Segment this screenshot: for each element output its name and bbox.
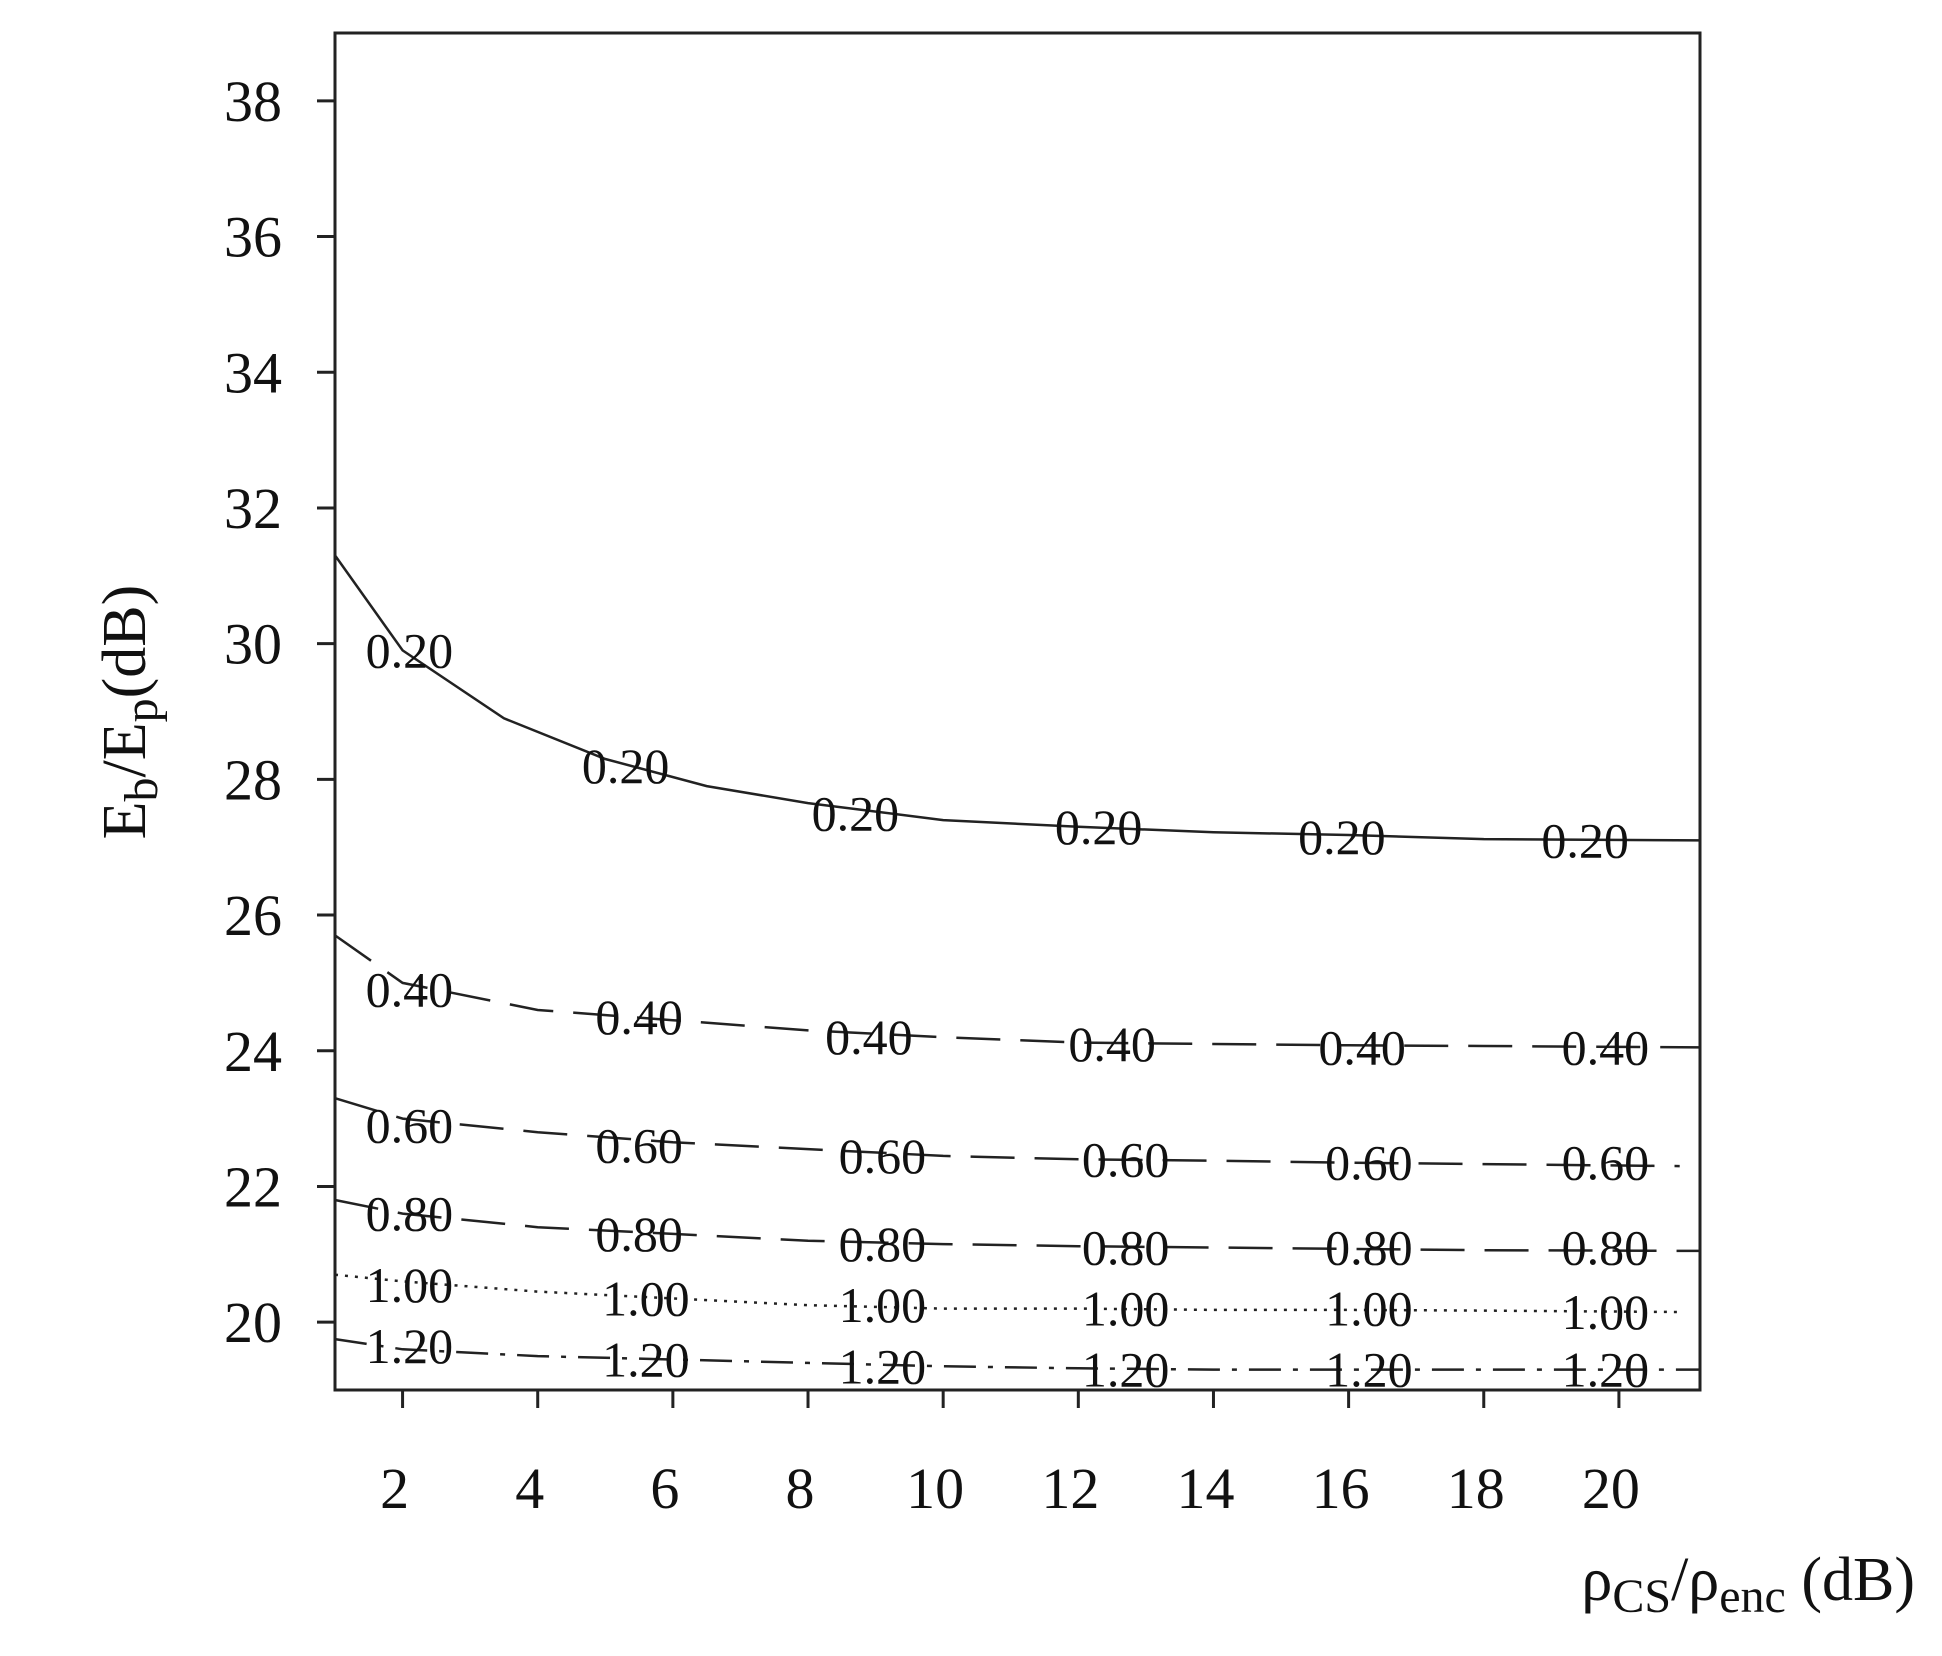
- contour-label-1-4: 0.40: [1318, 1019, 1406, 1075]
- x-tick-label-3: 8: [786, 1456, 815, 1521]
- x-tick-label-6: 14: [1176, 1456, 1234, 1521]
- x-axis-title-unit: (dB): [1786, 1546, 1915, 1614]
- contour-label-0-5: 0.20: [1541, 812, 1629, 868]
- contour-label-2-2: 0.60: [839, 1128, 927, 1184]
- x-axis-title: ρCS/ρenc (dB): [1581, 1546, 1915, 1623]
- x-axis-title-sub2: enc: [1719, 1570, 1786, 1623]
- y-axis-title-unit: (dB): [91, 585, 159, 699]
- contour-line-4: [334, 1273, 1680, 1314]
- contour-label-5-2: 1.20: [839, 1338, 927, 1394]
- y-tick-label-1: 22: [224, 1154, 282, 1219]
- x-axis-title-slash: /ρ: [1671, 1546, 1719, 1614]
- contour-label-3-5: 0.80: [1562, 1220, 1650, 1276]
- contour-label-4-0: 1.00: [366, 1257, 454, 1313]
- contour-label-0-2: 0.20: [812, 785, 900, 841]
- contour-label-0-1: 0.20: [582, 738, 670, 794]
- y-axis-title-e: E: [91, 801, 159, 839]
- x-axis-title-sub1: CS: [1612, 1570, 1671, 1623]
- contour-label-2-3: 0.60: [1082, 1131, 1170, 1187]
- y-tick-label-6: 32: [224, 476, 282, 541]
- y-ticks: 20 22 24 26 28 30 32 34 36 38: [224, 69, 335, 1355]
- x-tick-label-5: 12: [1041, 1456, 1099, 1521]
- contour-label-3-3: 0.80: [1082, 1220, 1170, 1276]
- contour-label-4-3: 1.00: [1082, 1281, 1170, 1337]
- y-axis-title-sub2: p: [115, 698, 168, 722]
- x-tick-label-1: 4: [515, 1456, 544, 1521]
- x-tick-label-0: 2: [380, 1456, 409, 1521]
- contour-label-2-5: 0.60: [1562, 1135, 1650, 1191]
- contour-line-2: [334, 1097, 1680, 1168]
- y-tick-label-5: 30: [224, 612, 282, 677]
- contour-label-5-1: 1.20: [602, 1331, 690, 1387]
- x-tick-label-8: 18: [1447, 1456, 1505, 1521]
- y-axis-title-slash: /E: [91, 722, 159, 777]
- x-tick-label-9: 20: [1582, 1456, 1640, 1521]
- contour-label-1-0: 0.40: [366, 962, 454, 1018]
- x-tick-label-2: 6: [650, 1456, 679, 1521]
- contour-label-4-5: 1.00: [1562, 1284, 1650, 1340]
- contour-label-0-4: 0.20: [1298, 809, 1386, 865]
- contour-label-0-0: 0.20: [366, 622, 454, 678]
- contour-label-2-1: 0.60: [595, 1118, 683, 1174]
- x-tick-label-7: 16: [1312, 1456, 1370, 1521]
- y-tick-label-2: 24: [224, 1019, 282, 1084]
- plot-frame: [333, 31, 1702, 1392]
- contour-label-4-4: 1.00: [1325, 1281, 1413, 1337]
- contour-label-1-1: 0.40: [595, 989, 683, 1045]
- contour-line-0: [333, 554, 1701, 842]
- x-tick-label-4: 10: [906, 1456, 964, 1521]
- y-tick-label-8: 36: [224, 205, 282, 270]
- y-axis-title-sub1: b: [115, 777, 168, 801]
- contour-label-3-0: 0.80: [366, 1186, 454, 1242]
- contour-label-4-1: 1.00: [602, 1270, 690, 1326]
- contour-line-3: [334, 1198, 1701, 1253]
- contour-label-5-4: 1.20: [1325, 1342, 1413, 1398]
- contour-label-2-4: 0.60: [1325, 1135, 1413, 1191]
- x-axis-title-main: ρ: [1581, 1546, 1612, 1614]
- y-tick-label-4: 28: [224, 747, 282, 812]
- contour-lines: [333, 554, 1701, 1371]
- y-tick-label-0: 20: [224, 1290, 282, 1355]
- contour-labels: 0.20 0.20 0.20 0.20 0.20 0.20 0.40 0.40 0.40 0.40…: [366, 622, 1650, 1397]
- contour-line-1: [334, 934, 1701, 1049]
- contour-label-5-5: 1.20: [1562, 1342, 1650, 1398]
- contour-label-3-4: 0.80: [1325, 1220, 1413, 1276]
- contour-label-1-5: 0.40: [1562, 1019, 1650, 1075]
- contour-label-5-0: 1.20: [366, 1318, 454, 1374]
- y-axis-title: Eb/Ep(dB): [91, 585, 168, 840]
- contour-label-1-3: 0.40: [1068, 1016, 1156, 1072]
- y-tick-label-3: 26: [224, 883, 282, 948]
- contour-label-5-3: 1.20: [1082, 1342, 1170, 1398]
- x-ticks: 2 4 6 8 10 12 14 16 18 20: [380, 1390, 1640, 1521]
- y-tick-label-9: 38: [224, 69, 282, 134]
- contour-label-3-1: 0.80: [595, 1206, 683, 1262]
- contour-label-1-2: 0.40: [825, 1009, 913, 1065]
- contour-label-4-2: 1.00: [839, 1277, 927, 1333]
- contour-label-2-0: 0.60: [366, 1097, 454, 1153]
- contour-label-3-2: 0.80: [839, 1216, 927, 1272]
- y-tick-label-7: 34: [224, 340, 282, 405]
- contour-line-5: [334, 1337, 1700, 1371]
- contour-label-0-3: 0.20: [1055, 799, 1143, 855]
